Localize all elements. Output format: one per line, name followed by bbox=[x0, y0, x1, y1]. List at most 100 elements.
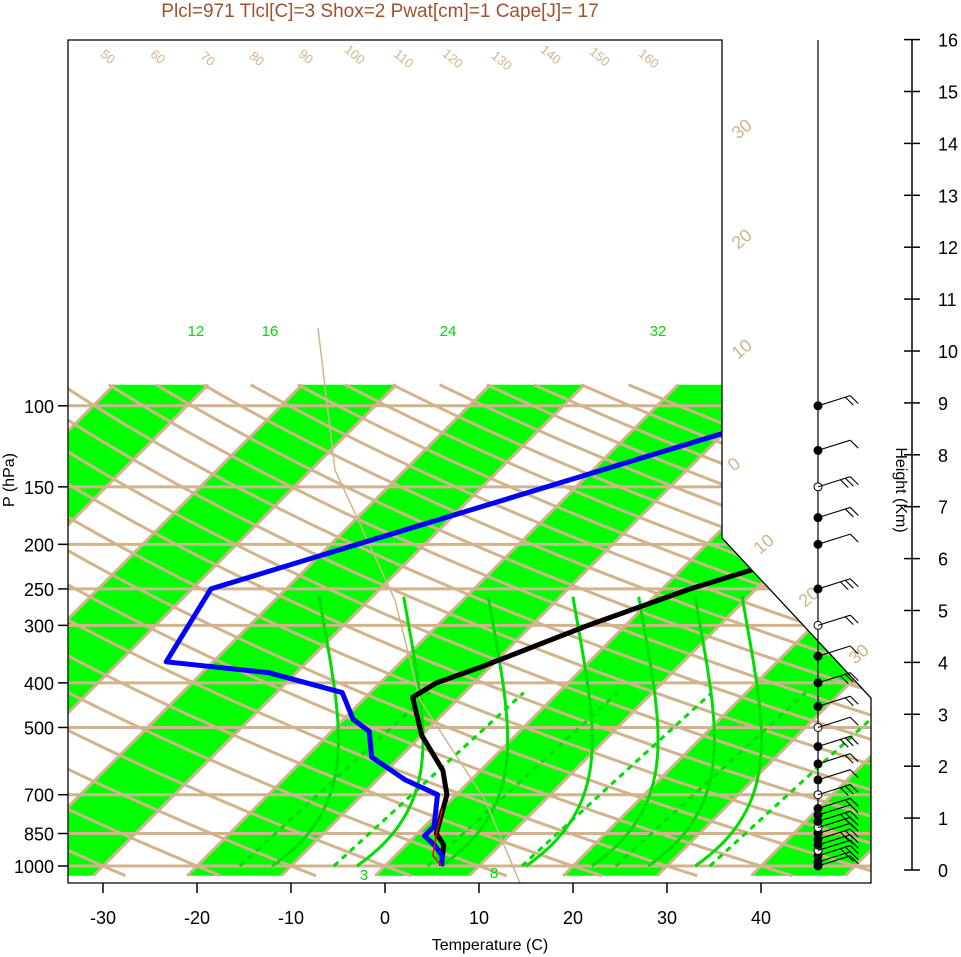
x-tick-label: 10 bbox=[469, 908, 489, 928]
p-tick-label: 300 bbox=[24, 616, 54, 636]
height-tick-label: 3 bbox=[938, 705, 948, 725]
dashed-moist-line bbox=[238, 691, 431, 868]
x-tick-label: 30 bbox=[657, 908, 677, 928]
isotherm-band bbox=[68, 384, 397, 876]
wind-barb-staff bbox=[817, 672, 851, 684]
wind-barb-staff bbox=[817, 783, 851, 796]
height-tick-label: 4 bbox=[938, 653, 948, 673]
wind-barb-flag bbox=[849, 695, 859, 705]
sounding-curves bbox=[163, 422, 871, 867]
dashed-moist-line bbox=[614, 691, 807, 868]
wind-barb-flag bbox=[849, 476, 859, 486]
dry-adiabat-label: 50 bbox=[98, 46, 119, 67]
dashed-moist-line bbox=[708, 691, 871, 868]
dry-adiabat bbox=[68, 383, 412, 878]
dashed-moist-line bbox=[426, 691, 619, 868]
dry-adiabat bbox=[68, 383, 508, 878]
wind-barb-flag bbox=[849, 753, 859, 763]
height-tick-label: 11 bbox=[938, 290, 957, 310]
wind-barb-flag bbox=[844, 812, 854, 822]
wind-barb-flag bbox=[849, 735, 859, 745]
p-tick-label: 700 bbox=[24, 786, 54, 806]
p-tick-label: 1000 bbox=[14, 857, 54, 877]
mixing-ratio-label: 16 bbox=[262, 323, 279, 340]
x-axis-label: Temperature (C) bbox=[432, 937, 548, 954]
wind-barb-staff bbox=[817, 578, 851, 590]
height-tick-label: 9 bbox=[938, 394, 948, 414]
wind-barb-staff bbox=[817, 797, 851, 810]
wind-barb-flag bbox=[849, 855, 859, 865]
wind-barb-flag bbox=[849, 839, 859, 849]
wind-barb-staff bbox=[817, 506, 851, 519]
height-tick-label: 6 bbox=[938, 550, 948, 570]
wind-barb-flag bbox=[844, 477, 854, 487]
isotherm-line bbox=[68, 383, 304, 877]
wind-barb-flag bbox=[849, 614, 859, 624]
isotherm-band bbox=[187, 384, 773, 876]
wind-barb-flag bbox=[849, 578, 859, 588]
moist-adiabat-label: 3 bbox=[360, 867, 368, 884]
wind-barb-flag bbox=[839, 813, 849, 823]
height-tick-label: 14 bbox=[938, 134, 958, 154]
axes: -30 -20 -10 0 10 20 30 401001502002503004005007… bbox=[14, 31, 958, 928]
wind-barb-staff bbox=[817, 533, 851, 545]
dry-adiabat-label: 60 bbox=[148, 46, 169, 67]
dry-adiabat-label: 130 bbox=[489, 48, 515, 73]
wind-barb-flag bbox=[844, 754, 854, 764]
mixing-ratio-label: 12 bbox=[188, 323, 205, 340]
wind-barb-flag bbox=[844, 835, 854, 845]
wind-barb-flag bbox=[849, 645, 859, 655]
dry-adiabat-label: 70 bbox=[198, 48, 219, 69]
height-tick-label: 0 bbox=[938, 861, 948, 881]
wind-barb-flag bbox=[849, 439, 859, 449]
isotherm-right-label: 10 bbox=[728, 335, 756, 363]
wind-barb-staff bbox=[817, 695, 851, 707]
wind-barb-staff bbox=[817, 810, 851, 822]
dry-adiabat-label: 90 bbox=[296, 46, 317, 67]
x-tick-label: 0 bbox=[380, 908, 390, 928]
x-tick-label: -20 bbox=[184, 908, 210, 928]
p-tick-label: 850 bbox=[24, 825, 54, 845]
wind-barb-flag bbox=[844, 737, 854, 747]
wind-profile bbox=[813, 40, 859, 871]
mixing-ratio-line bbox=[590, 596, 660, 868]
wind-barb-staff bbox=[817, 769, 851, 781]
wind-barb-flag bbox=[844, 673, 854, 683]
p-tick-label: 150 bbox=[24, 478, 54, 498]
isotherm-right-label: 30 bbox=[845, 640, 873, 668]
wind-barb-flag bbox=[849, 845, 859, 854]
x-tick-label: 20 bbox=[563, 908, 583, 928]
wind-barb-staff bbox=[817, 839, 851, 851]
wind-barb-staff bbox=[817, 614, 851, 626]
height-tick-label: 15 bbox=[938, 83, 958, 103]
mixing-ratio-line bbox=[440, 596, 510, 868]
wind-barb-staff bbox=[817, 753, 851, 765]
wind-barb-staff bbox=[817, 804, 851, 816]
height-tick-label: 12 bbox=[938, 238, 958, 258]
wind-barb-flag bbox=[849, 507, 859, 516]
mixing-ratio-line bbox=[355, 596, 425, 868]
wind-barb-staff bbox=[817, 845, 851, 857]
isotherm-right-label: 0 bbox=[724, 453, 745, 475]
dry-adiabat-label: 160 bbox=[636, 46, 662, 71]
dry-adiabat bbox=[68, 383, 222, 878]
wind-barb-flag bbox=[844, 799, 854, 809]
wind-barb-flag bbox=[844, 697, 854, 707]
wind-barb-flag bbox=[849, 533, 859, 543]
wind-barb-staff bbox=[817, 735, 851, 748]
dry-adiabat-label: 110 bbox=[391, 46, 417, 71]
moist-adiabat-label: 8 bbox=[490, 865, 498, 882]
dashed-moist-line bbox=[332, 691, 525, 868]
wind-barb-flag bbox=[839, 581, 849, 591]
wind-barb-staff bbox=[817, 395, 851, 407]
x-tick-label: -30 bbox=[90, 908, 116, 928]
mixing-ratio-line bbox=[694, 596, 763, 868]
mixing-ratio-line bbox=[271, 596, 340, 868]
wind-barb-flag bbox=[839, 848, 849, 857]
reference-line bbox=[317, 327, 521, 883]
wind-barb-flag bbox=[849, 810, 859, 820]
wind-barb-flag bbox=[849, 769, 859, 779]
x-tick-label: -10 bbox=[278, 908, 304, 928]
